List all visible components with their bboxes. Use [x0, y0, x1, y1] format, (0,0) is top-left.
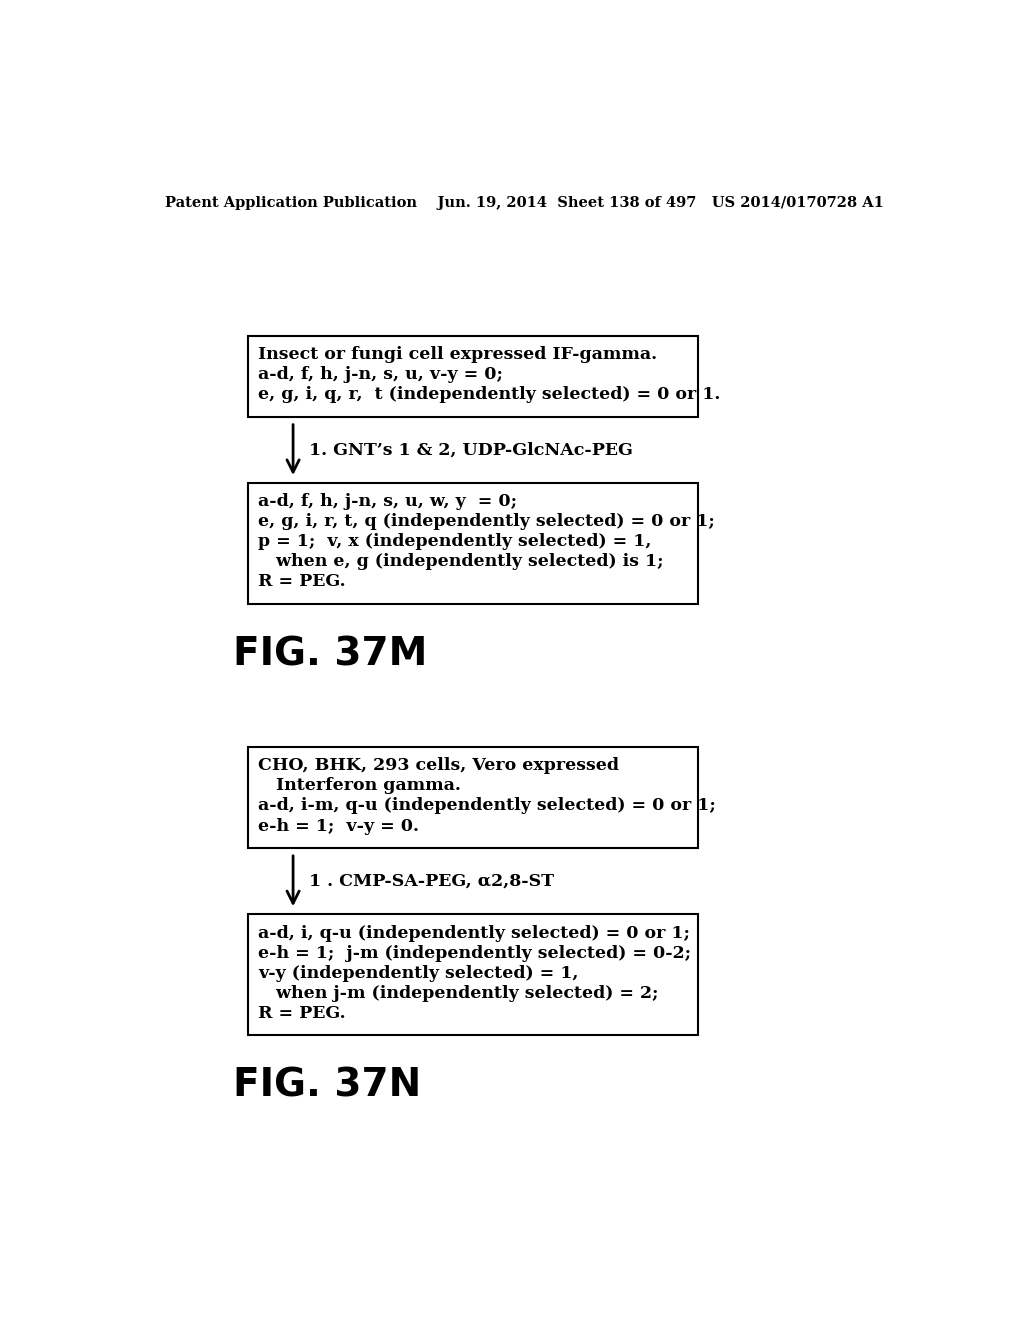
Text: FIG. 37N: FIG. 37N: [232, 1067, 421, 1105]
Text: v-y (independently selected) = 1,: v-y (independently selected) = 1,: [258, 965, 579, 982]
FancyBboxPatch shape: [248, 483, 697, 605]
Text: e, g, i, q, r,  t (independently selected) = 0 or 1.: e, g, i, q, r, t (independently selected…: [258, 387, 721, 404]
Text: R = PEG.: R = PEG.: [258, 1005, 346, 1022]
Text: 1. GNT’s 1 & 2, UDP-GlcNAc-PEG: 1. GNT’s 1 & 2, UDP-GlcNAc-PEG: [308, 441, 633, 458]
FancyBboxPatch shape: [248, 913, 697, 1035]
Text: R = PEG.: R = PEG.: [258, 573, 346, 590]
Text: e, g, i, r, t, q (independently selected) = 0 or 1;: e, g, i, r, t, q (independently selected…: [258, 513, 715, 531]
Text: FIG. 37M: FIG. 37M: [232, 635, 427, 673]
Text: a-d, i, q-u (independently selected) = 0 or 1;: a-d, i, q-u (independently selected) = 0…: [258, 924, 690, 941]
Text: Insect or fungi cell expressed IF-gamma.: Insect or fungi cell expressed IF-gamma.: [258, 346, 657, 363]
Text: when j-m (independently selected) = 2;: when j-m (independently selected) = 2;: [258, 985, 658, 1002]
Text: Interferon gamma.: Interferon gamma.: [258, 777, 461, 795]
Text: a-d, i-m, q-u (independently selected) = 0 or 1;: a-d, i-m, q-u (independently selected) =…: [258, 797, 716, 814]
Text: e-h = 1;  v-y = 0.: e-h = 1; v-y = 0.: [258, 817, 419, 834]
Text: when e, g (independently selected) is 1;: when e, g (independently selected) is 1;: [258, 553, 664, 570]
Text: e-h = 1;  j-m (independently selected) = 0-2;: e-h = 1; j-m (independently selected) = …: [258, 945, 691, 961]
Text: a-d, f, h, j-n, s, u, v-y = 0;: a-d, f, h, j-n, s, u, v-y = 0;: [258, 367, 503, 383]
FancyBboxPatch shape: [248, 747, 697, 849]
Text: 1 . CMP-SA-PEG, α2,8-ST: 1 . CMP-SA-PEG, α2,8-ST: [308, 873, 554, 890]
Text: CHO, BHK, 293 cells, Vero expressed: CHO, BHK, 293 cells, Vero expressed: [258, 758, 620, 775]
Text: a-d, f, h, j-n, s, u, w, y  = 0;: a-d, f, h, j-n, s, u, w, y = 0;: [258, 494, 517, 511]
Text: p = 1;  v, x (independently selected) = 1,: p = 1; v, x (independently selected) = 1…: [258, 533, 651, 550]
Text: Patent Application Publication    Jun. 19, 2014  Sheet 138 of 497   US 2014/0170: Patent Application Publication Jun. 19, …: [165, 197, 885, 210]
FancyBboxPatch shape: [248, 335, 697, 417]
